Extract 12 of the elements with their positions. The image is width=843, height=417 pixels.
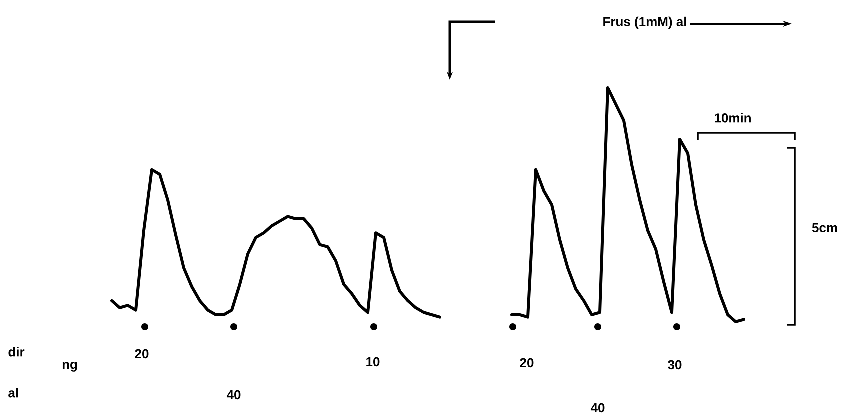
text: Frus (1mM) al bbox=[604, 16, 686, 30]
text: 20 bbox=[135, 349, 149, 359]
text: dir bbox=[8, 347, 25, 357]
text: 20 bbox=[520, 358, 534, 368]
annotation: 10min bbox=[715, 113, 751, 123]
text: ng bbox=[62, 362, 78, 372]
text: 30 bbox=[668, 360, 682, 370]
text: 40 bbox=[226, 390, 241, 400]
text: 5cm bbox=[812, 223, 838, 233]
text: 40 bbox=[590, 403, 605, 413]
text: 10 bbox=[366, 357, 380, 367]
text: al bbox=[8, 388, 18, 398]
